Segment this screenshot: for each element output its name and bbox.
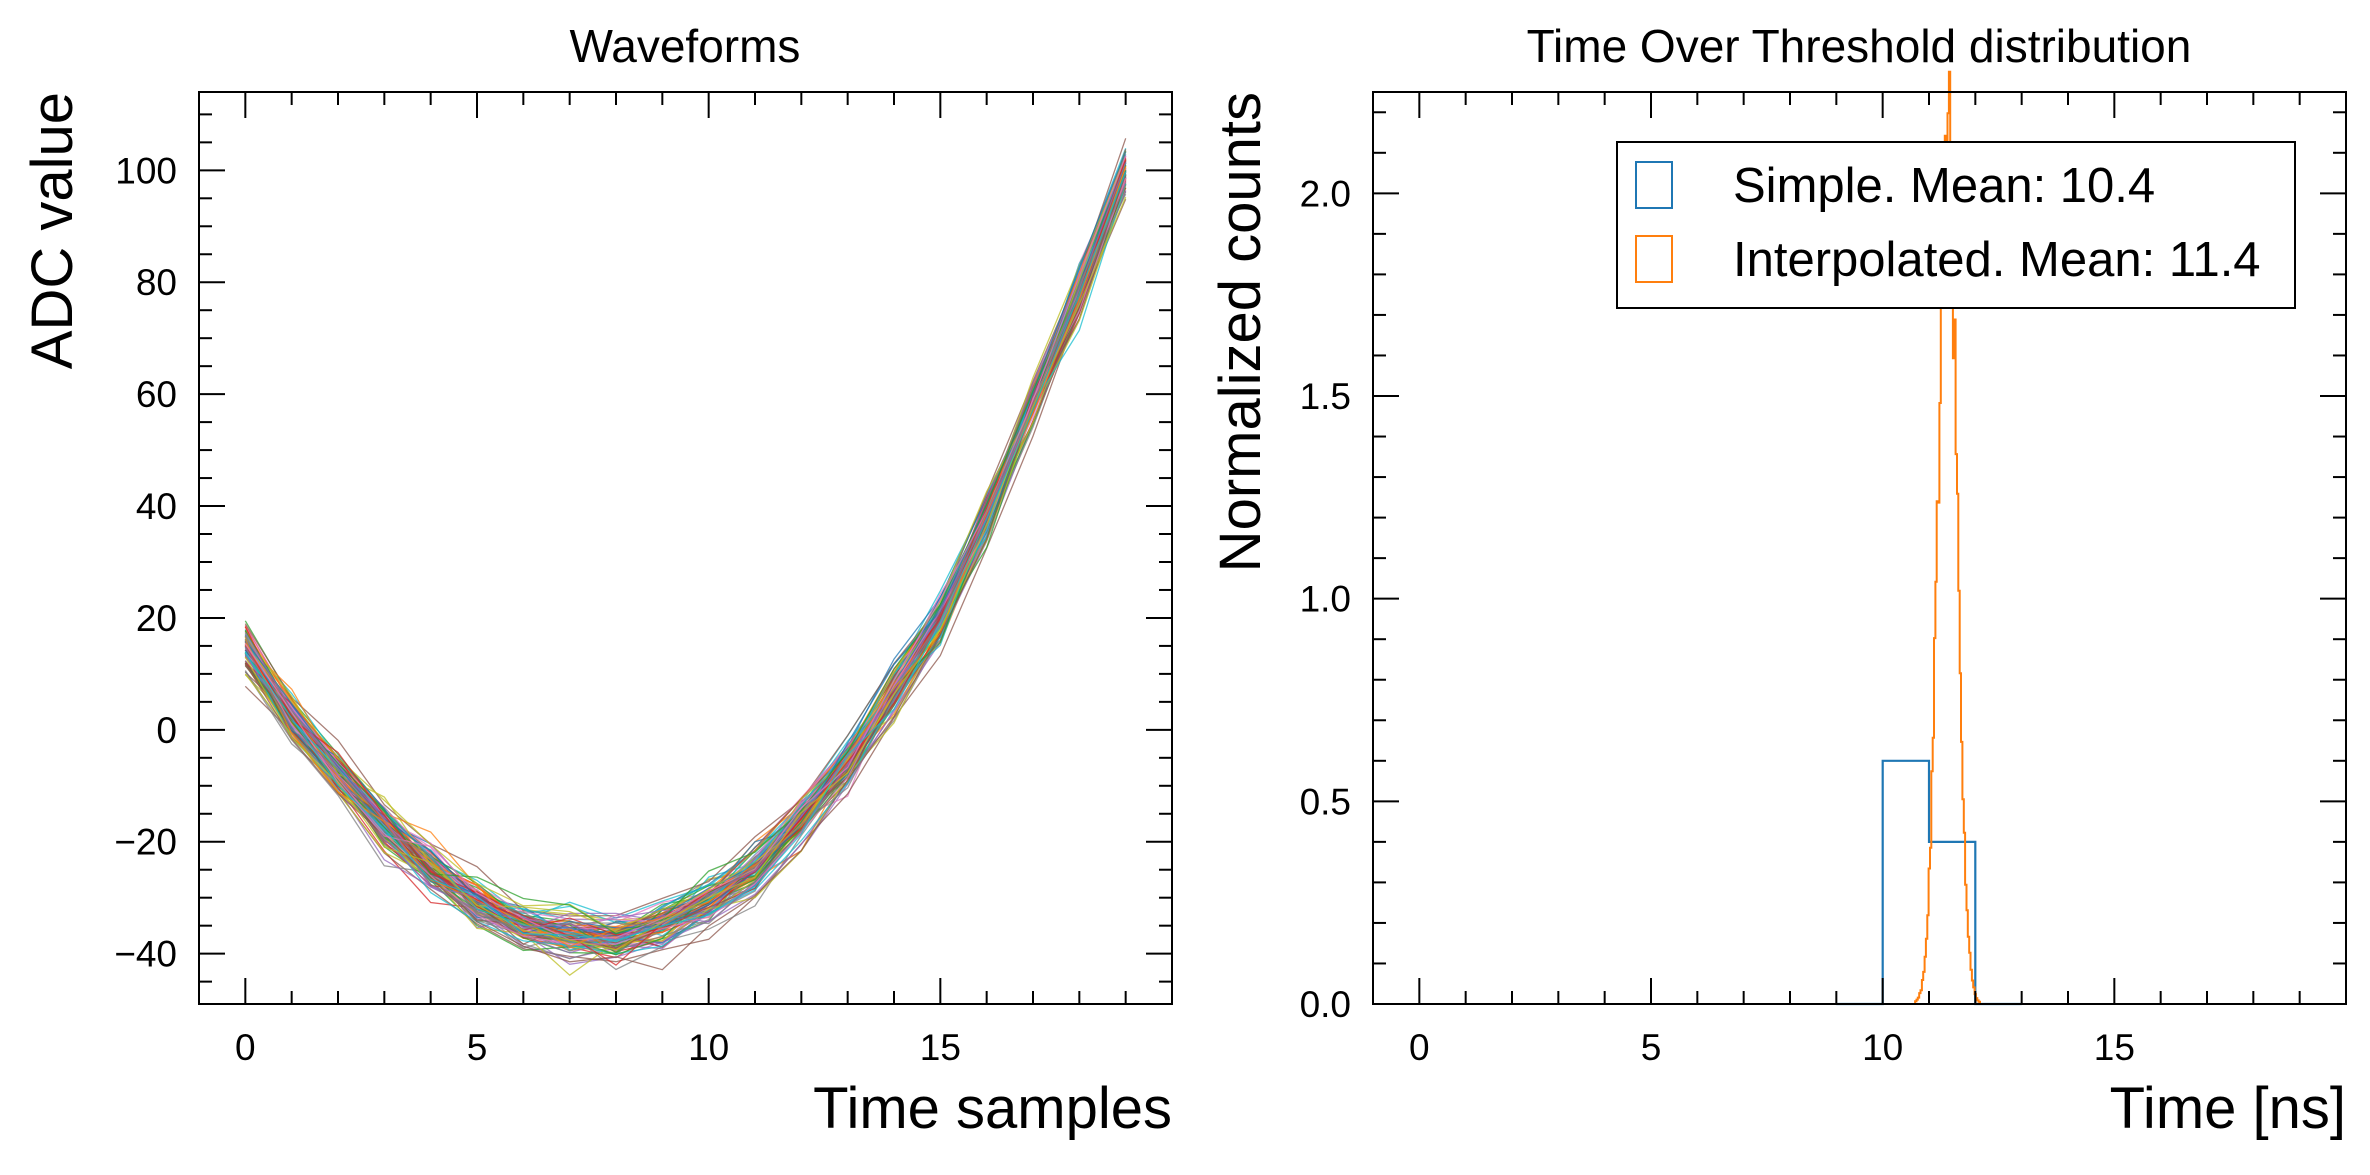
waveforms-y-tick-label: 100 (115, 150, 177, 191)
waveform-line (244, 184, 1127, 930)
waveform-line (244, 171, 1127, 942)
legend-frame (1616, 141, 2296, 309)
tot-y-tick-label: 0.0 (1300, 984, 1351, 1025)
tot-y-tick-label: 0.5 (1300, 781, 1351, 822)
waveforms-x-tick-label: 15 (920, 1027, 961, 1068)
waveform-line (244, 172, 1127, 971)
tot-y-tick-label: 1.0 (1300, 579, 1351, 620)
tot-x-tick-label: 10 (1862, 1027, 1903, 1068)
waveform-line (244, 185, 1127, 977)
waveform-line (244, 181, 1127, 954)
tot-plot-frame (1372, 91, 2347, 1005)
tot-distribution-panel: 0 5 10 15 0.0 0.5 1.0 1.5 2.0 Time Over Threshol… (1208, 20, 2347, 1141)
waveform-line (244, 198, 1127, 963)
waveforms-y-tick-label: 60 (136, 374, 177, 415)
waveforms-x-tick-label: 0 (235, 1027, 256, 1068)
waveforms-x-tick-label: 5 (467, 1027, 488, 1068)
interpolated-histogram (1914, 70, 1981, 1004)
tot-axis-ticks: 0 5 10 15 0.0 0.5 1.0 1.5 2.0 (1300, 92, 2347, 1068)
tot-x-label: Time [ns] (2110, 1076, 2346, 1141)
waveform-line (244, 138, 1127, 917)
waveform-lines (244, 138, 1127, 977)
tot-title: Time Over Threshold distribution (1527, 20, 2192, 72)
waveforms-y-label: ADC value (20, 92, 85, 369)
tot-y-label: Normalized counts (1208, 92, 1273, 572)
tot-x-tick-label: 5 (1641, 1027, 1662, 1068)
waveforms-axis-ticks: 0 5 10 15 −40 −20 0 20 40 60 80 100 (114, 92, 1173, 1068)
waveforms-x-label: Time samples (813, 1076, 1172, 1141)
simple-histogram (1836, 759, 2022, 1006)
waveforms-y-tick-label: 0 (156, 710, 177, 751)
waveforms-x-tick-label: 10 (688, 1027, 729, 1068)
tot-legend: Simple. Mean: 10.4 Interpolated. Mean: 1… (1616, 141, 2296, 309)
legend-swatch-interpolated (1635, 235, 1673, 283)
legend-label-interpolated: Interpolated. Mean: 11.4 (1733, 233, 2261, 287)
waveforms-y-tick-label: −40 (114, 934, 177, 975)
waveforms-title: Waveforms (570, 20, 801, 72)
waveform-line (244, 159, 1127, 960)
waveforms-y-tick-label: 40 (136, 486, 177, 527)
waveforms-y-tick-label: −20 (114, 822, 177, 863)
waveforms-y-tick-label: 20 (136, 598, 177, 639)
tot-y-tick-label: 2.0 (1300, 173, 1351, 214)
waveform-line (244, 175, 1127, 943)
tot-histograms (1836, 70, 2022, 1006)
waveforms-y-tick-label: 80 (136, 262, 177, 303)
tot-y-tick-label: 1.5 (1300, 376, 1351, 417)
waveforms-panel: 0 5 10 15 −40 −20 0 20 40 60 80 100 Waveforms Time … (20, 20, 1173, 1141)
waveform-line (244, 196, 1127, 951)
legend-swatch-simple (1635, 161, 1673, 209)
tot-x-tick-label: 15 (2094, 1027, 2135, 1068)
waveform-line (244, 162, 1127, 941)
waveform-line (244, 162, 1127, 935)
tot-x-tick-label: 0 (1409, 1027, 1430, 1068)
waveforms-plot-frame (198, 91, 1173, 1005)
waveform-line (244, 191, 1127, 971)
legend-label-simple: Simple. Mean: 10.4 (1733, 159, 2155, 213)
